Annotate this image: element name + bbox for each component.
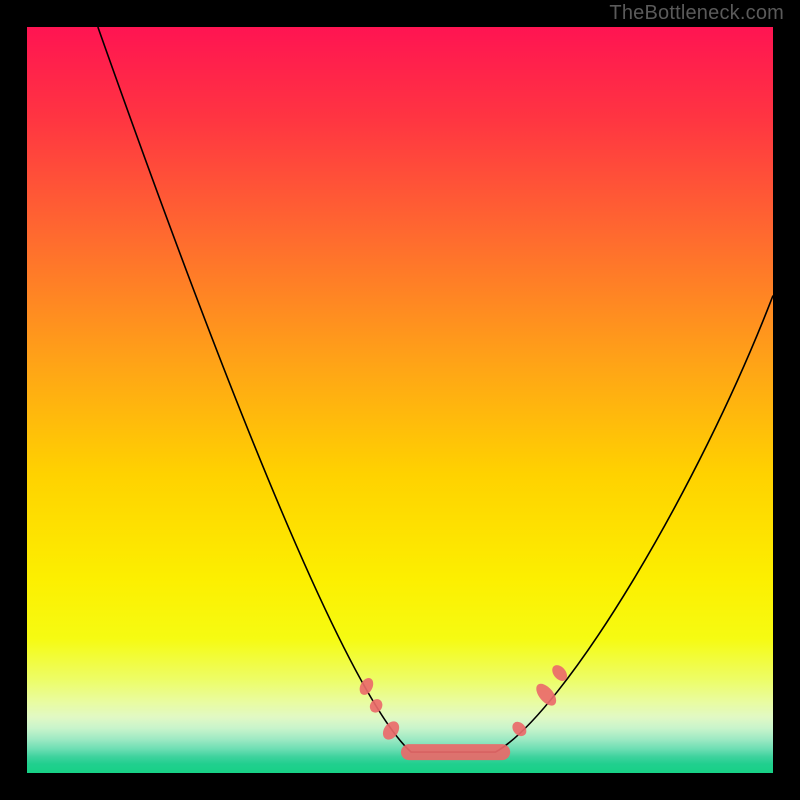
performance-gradient (27, 27, 773, 773)
attribution-text: TheBottleneck.com (609, 2, 784, 25)
chart-svg (0, 0, 800, 800)
chart-stage: TheBottleneck.com (0, 0, 800, 800)
plot-area (27, 27, 773, 773)
